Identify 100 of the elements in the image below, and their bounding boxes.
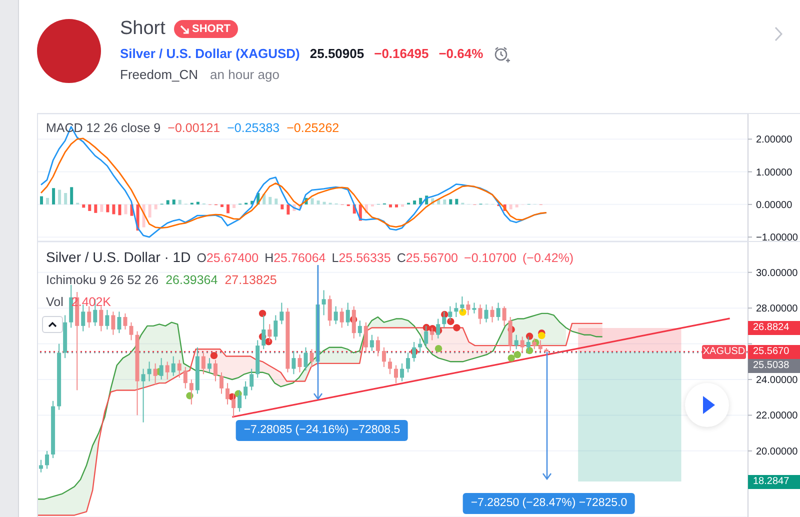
candlestick [201,352,206,375]
annotation: 27.13825 [224,272,277,289]
candlestick [358,320,362,338]
text: O25.67400 H25.76064 L25.56335 C25.56700 −0.10700 (−0.42%) [196,251,574,265]
candlestick [189,379,194,405]
candlestick [400,362,404,382]
y-tick-label: 24.00000 [756,375,798,386]
y-tick-label: 0.00000 [756,200,793,211]
candlestick [454,302,458,318]
candlestick [183,366,188,389]
text: Short [120,17,166,41]
candlestick [334,306,338,325]
candlestick [45,450,50,470]
candlestick [250,368,254,391]
bar [118,204,122,216]
candlestick [520,336,524,354]
candlestick [394,364,398,384]
candlestick [123,312,128,330]
bar [100,204,104,212]
text: 18.2847 [748,474,800,489]
text: Silver / U.S. Dollar · 1D [46,248,191,266]
bar [443,200,446,204]
candlestick [159,358,164,380]
bar [94,204,98,213]
ref-line-label: XAGUSD [702,344,746,359]
bar [64,193,68,204]
point [538,332,546,340]
bar [52,188,56,204]
annotation: −7.28250 (−28.47%) −72825.0 [462,493,636,514]
candlestick [226,382,230,405]
candlestick [472,302,476,314]
bar [449,199,452,204]
candlestick [514,334,518,350]
candlestick [280,302,284,325]
bar [88,204,92,211]
bar [70,187,74,204]
candlestick [165,361,170,380]
bar [268,196,272,204]
point [459,308,466,316]
y-tick-label: 2.00000 [756,134,793,146]
text: −0.16495 [374,45,429,63]
bar [112,204,116,214]
candlestick [105,309,110,330]
bar [509,204,512,210]
candlestick [304,346,308,372]
bar [58,190,62,204]
candlestick [496,302,500,322]
annotation: −7.28085 (−24.16%) −72808.5 [236,420,408,441]
bar [40,196,43,204]
text: 25.5038 [748,358,800,373]
candlestick [129,322,134,341]
y-tick-label: 20.00000 [756,446,798,458]
bar [322,202,326,204]
text: −0.64% [438,45,484,63]
annotation: Vol [46,294,64,311]
bar [310,198,314,204]
candlestick [298,354,302,373]
candlestick [346,302,350,326]
annotation: −0.25262 [286,120,340,137]
bar [232,204,236,208]
bar [515,204,518,208]
candlestick [406,352,410,373]
point [514,351,521,358]
annotation: 26.39364 [166,272,218,289]
candlestick [232,393,236,418]
bar [172,200,176,204]
annotation: Ichimoku 9 26 52 26 [46,272,159,289]
bar [166,200,170,204]
candlestick [412,342,416,362]
point [210,352,218,360]
candlestick [153,362,158,386]
candlestick [39,459,43,473]
candlestick [388,358,392,375]
candlestick [111,311,116,336]
bar [395,204,398,208]
y-tick-label: −1.00000 [756,232,798,244]
y-tick-label: 1.00000 [756,167,793,178]
candlestick [87,306,92,328]
candlestick [490,306,494,323]
text: 26.8824 [748,321,800,336]
candlestick [244,380,248,400]
candlestick [274,314,278,341]
candlestick [322,290,326,316]
text: 25.5670 [748,344,800,359]
point [508,354,515,362]
bar [274,198,278,204]
candlestick [418,338,422,354]
candlestick [484,304,488,323]
bar [226,204,230,214]
candlestick [171,356,176,376]
line-series [40,138,548,229]
text: an hour ago [210,66,280,84]
bar [220,204,224,208]
text: SHORT [192,23,230,35]
bar [178,200,182,204]
text: Silver / U.S. Dollar (XAGUSD) [120,45,300,63]
candlestick [538,340,542,352]
candlestick [502,306,506,326]
candlestick [370,334,374,352]
bar [154,204,158,210]
